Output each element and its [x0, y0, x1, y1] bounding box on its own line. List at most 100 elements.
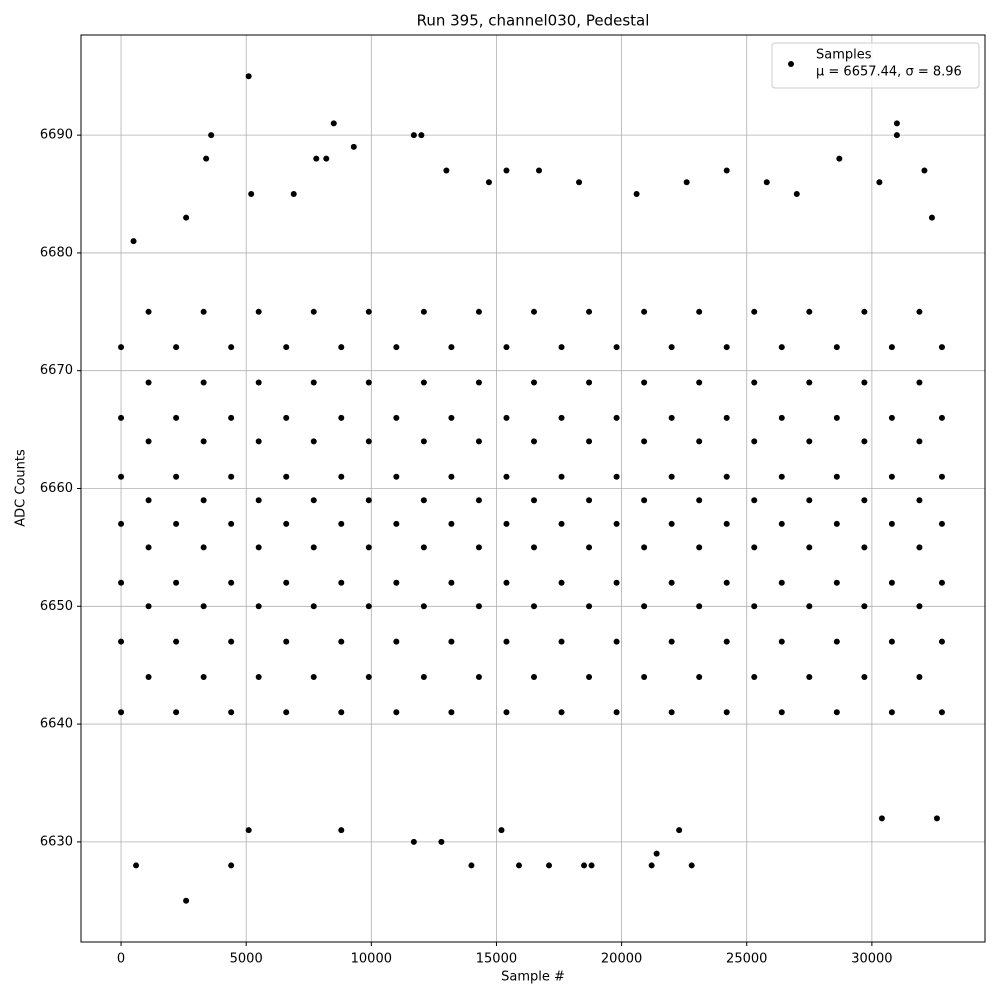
- point: [118, 709, 125, 716]
- point: [861, 497, 868, 504]
- point: [200, 438, 207, 445]
- point: [228, 579, 235, 586]
- point: [793, 191, 800, 198]
- point: [338, 520, 345, 527]
- point: [475, 438, 482, 445]
- point: [916, 603, 923, 610]
- point: [365, 438, 372, 445]
- point: [393, 344, 400, 351]
- y-tick-label: 6660: [40, 481, 73, 496]
- x-tick-label: 10000: [351, 952, 392, 967]
- point: [145, 603, 152, 610]
- point: [921, 167, 928, 174]
- point: [723, 579, 730, 586]
- point: [338, 344, 345, 351]
- point: [916, 379, 923, 386]
- x-tick-label: 0: [117, 952, 125, 967]
- point: [200, 673, 207, 680]
- point: [778, 473, 785, 480]
- point: [313, 155, 320, 162]
- point: [475, 603, 482, 610]
- point: [861, 438, 868, 445]
- point: [558, 638, 565, 645]
- y-tick-label: 6640: [40, 717, 73, 732]
- point: [448, 473, 455, 480]
- point: [778, 414, 785, 421]
- point: [888, 520, 895, 527]
- point: [641, 438, 648, 445]
- point: [393, 709, 400, 716]
- point: [393, 638, 400, 645]
- grid: [81, 35, 985, 942]
- legend-box: [771, 42, 980, 89]
- point: [133, 862, 140, 869]
- point: [588, 862, 595, 869]
- point: [118, 344, 125, 351]
- point: [203, 155, 210, 162]
- point: [806, 603, 813, 610]
- point: [531, 308, 538, 315]
- point: [420, 673, 427, 680]
- point: [531, 379, 538, 386]
- point: [836, 155, 843, 162]
- point: [586, 603, 593, 610]
- point: [641, 673, 648, 680]
- point: [200, 603, 207, 610]
- point: [933, 815, 940, 822]
- point: [916, 308, 923, 315]
- point: [283, 709, 290, 716]
- point: [558, 520, 565, 527]
- point: [145, 379, 152, 386]
- point: [723, 473, 730, 480]
- point: [448, 520, 455, 527]
- point: [393, 579, 400, 586]
- point: [468, 862, 475, 869]
- point: [503, 414, 510, 421]
- point: [310, 438, 317, 445]
- point: [586, 379, 593, 386]
- point: [531, 544, 538, 551]
- point: [806, 497, 813, 504]
- point: [338, 473, 345, 480]
- point: [586, 438, 593, 445]
- point: [420, 497, 427, 504]
- point: [696, 603, 703, 610]
- legend-note: μ = 6657.44, σ = 8.96: [816, 65, 962, 80]
- y-tick-label: 6630: [40, 834, 73, 849]
- point: [806, 673, 813, 680]
- point: [778, 520, 785, 527]
- y-tick-label: 6670: [40, 363, 73, 378]
- point: [878, 815, 885, 822]
- point: [806, 308, 813, 315]
- point: [118, 414, 125, 421]
- point: [688, 862, 695, 869]
- y-axis-label: ADC Counts: [14, 449, 29, 527]
- point: [448, 709, 455, 716]
- point: [310, 308, 317, 315]
- point: [938, 709, 945, 716]
- point: [255, 497, 262, 504]
- point: [723, 520, 730, 527]
- y-tick-label: 6690: [40, 128, 73, 143]
- point: [393, 520, 400, 527]
- point: [475, 379, 482, 386]
- x-tick-label: 15000: [476, 952, 517, 967]
- point: [130, 238, 137, 245]
- point: [283, 473, 290, 480]
- point: [668, 638, 675, 645]
- point: [888, 414, 895, 421]
- point: [283, 638, 290, 645]
- point: [558, 709, 565, 716]
- point: [668, 414, 675, 421]
- x-tick-label: 20000: [601, 952, 642, 967]
- point: [420, 308, 427, 315]
- point: [613, 579, 620, 586]
- point: [393, 473, 400, 480]
- point: [418, 132, 425, 139]
- point: [893, 132, 900, 139]
- point: [145, 438, 152, 445]
- point: [531, 673, 538, 680]
- point: [751, 544, 758, 551]
- point: [420, 603, 427, 610]
- point: [668, 473, 675, 480]
